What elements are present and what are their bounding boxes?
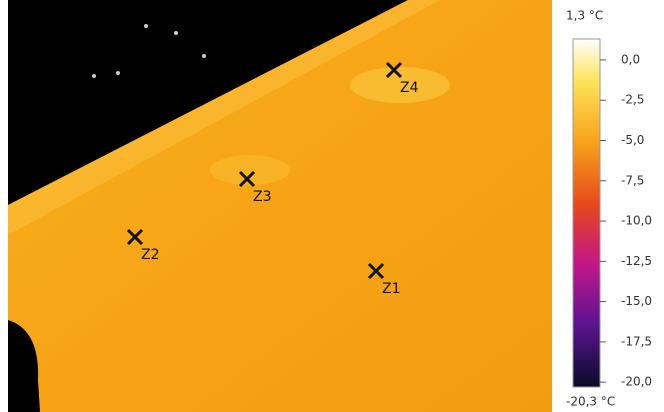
- tick-label: -10,0: [621, 214, 652, 228]
- cross: [238, 170, 256, 188]
- markers: Z1 Z2 Z3 Z4: [126, 61, 419, 297]
- tick-label: -17,5: [621, 334, 652, 348]
- tick-label: -2,5: [621, 93, 644, 107]
- marker-label: Z1: [382, 281, 401, 297]
- spot-marker: Z2: [126, 228, 160, 263]
- thermal-image: [8, 0, 552, 412]
- spot-marker: Z4: [385, 61, 419, 96]
- scale-ticks: 0,0 -2,5 -5,0 -7,5 -10,0 -12,5 -15,0 -17,5 -20,0: [600, 52, 652, 389]
- marker-label: Z4: [400, 80, 419, 96]
- spot-marker: Z1: [367, 262, 401, 297]
- cross: [367, 262, 385, 280]
- tick-label: -15,0: [621, 294, 652, 308]
- marker-label: Z2: [141, 247, 160, 263]
- marker-label: Z3: [253, 189, 272, 205]
- scale-max: 1,3 °C: [566, 9, 603, 23]
- spot-marker: Z3: [238, 170, 272, 205]
- scale-min: -20,3 °C: [566, 395, 615, 409]
- tick-label: -12,5: [621, 254, 652, 268]
- cross: [126, 228, 144, 246]
- tick-label: -20,0: [621, 375, 652, 389]
- cross: [385, 61, 403, 79]
- tick-label: 0,0: [621, 52, 640, 66]
- tick-label: -7,5: [621, 173, 644, 187]
- tick-label: -5,0: [621, 133, 644, 147]
- color-bar: [572, 38, 601, 388]
